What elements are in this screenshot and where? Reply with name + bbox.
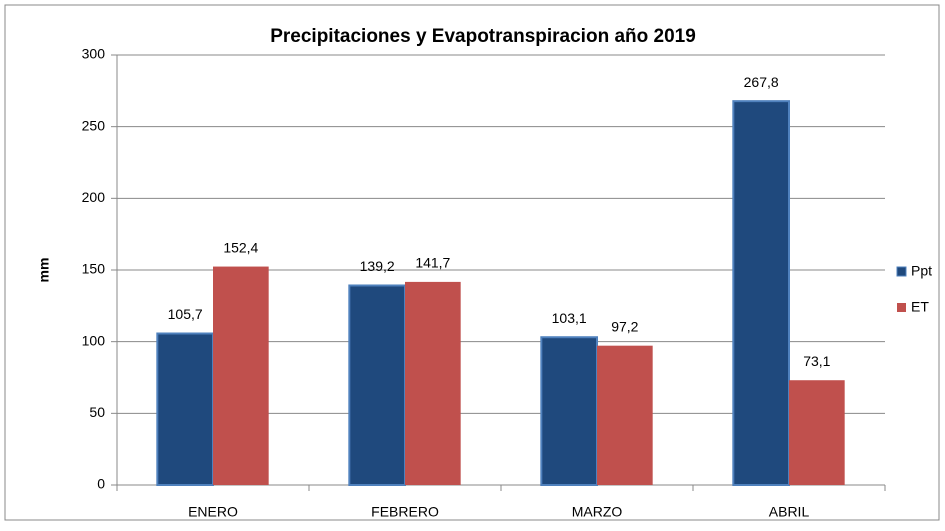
- bar: [732, 100, 791, 487]
- data-label: 105,7: [168, 306, 203, 322]
- y-axis-label: mm: [36, 258, 52, 283]
- x-tick-label: ENERO: [188, 504, 238, 520]
- bar: [540, 336, 599, 486]
- y-tick-label: 100: [82, 332, 106, 348]
- bar: [213, 266, 269, 485]
- data-label: 139,2: [360, 258, 395, 274]
- legend-swatch: [897, 303, 906, 312]
- data-label: 141,7: [415, 255, 450, 271]
- y-tick-label: 50: [89, 404, 105, 420]
- y-tick-label: 300: [82, 46, 106, 62]
- y-tick-label: 250: [82, 117, 106, 133]
- bar: [789, 380, 845, 485]
- legend-label: ET: [911, 299, 929, 315]
- y-tick-label: 0: [97, 476, 105, 492]
- data-label: 267,8: [744, 74, 779, 90]
- legend-label: Ppt: [911, 263, 932, 279]
- y-tick-label: 200: [82, 189, 106, 205]
- data-label: 73,1: [803, 353, 830, 369]
- data-label: 97,2: [611, 318, 638, 334]
- bar: [405, 281, 461, 485]
- bar: [348, 284, 407, 487]
- legend-swatch: [896, 266, 907, 277]
- bar: [156, 332, 215, 486]
- y-tick-label: 150: [82, 261, 106, 277]
- x-tick-label: MARZO: [572, 504, 623, 520]
- x-tick-label: FEBRERO: [371, 504, 439, 520]
- data-label: 103,1: [552, 310, 587, 326]
- chart-title: Precipitaciones y Evapotranspiracion año…: [270, 26, 696, 47]
- x-tick-label: ABRIL: [769, 504, 810, 520]
- bar: [597, 345, 653, 485]
- data-label: 152,4: [223, 239, 258, 255]
